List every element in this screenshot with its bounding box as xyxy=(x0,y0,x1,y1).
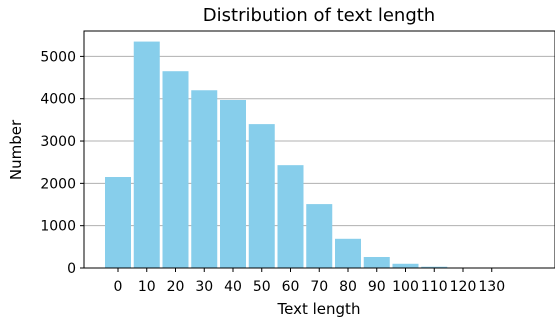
x-tick-label: 10 xyxy=(138,279,156,295)
y-tick-label: 3000 xyxy=(40,134,76,150)
bar-40 xyxy=(220,99,246,269)
x-tick-label: 50 xyxy=(253,279,271,295)
x-tick-label: 130 xyxy=(478,279,505,295)
bar-70 xyxy=(306,204,333,268)
bar-110 xyxy=(421,266,448,268)
y-tick-label: 4000 xyxy=(40,92,76,108)
x-tick-label: 30 xyxy=(195,279,213,295)
x-tick-label: 120 xyxy=(450,279,477,295)
x-tick-label: 60 xyxy=(282,279,300,295)
x-tick-label: 110 xyxy=(421,279,448,295)
chart-title: Distribution of text length xyxy=(203,5,435,26)
x-axis-ticks: 0 10 20 30 40 50 60 70 80 90 100 110 120 130 xyxy=(114,268,505,295)
x-tick-label: 80 xyxy=(339,279,357,295)
bar-60 xyxy=(277,165,304,268)
bar-80 xyxy=(335,238,361,268)
x-tick-label: 0 xyxy=(114,279,123,295)
x-tick-label: 20 xyxy=(167,279,185,295)
bar-100 xyxy=(392,263,419,268)
x-axis-title: Text length xyxy=(277,300,361,318)
y-tick-label: 1000 xyxy=(40,219,76,235)
bar-20 xyxy=(162,71,189,269)
bar-30 xyxy=(191,90,218,268)
bar-90 xyxy=(363,256,390,268)
x-tick-label: 100 xyxy=(392,279,419,295)
bar-50 xyxy=(248,124,275,268)
y-tick-label: 0 xyxy=(67,261,76,277)
y-tick-label: 5000 xyxy=(40,49,76,65)
bar-0 xyxy=(105,177,131,268)
bars xyxy=(105,41,505,269)
x-tick-label: 40 xyxy=(224,279,242,295)
x-tick-label: 70 xyxy=(310,279,328,295)
x-tick-label: 90 xyxy=(368,279,386,295)
y-axis-ticks: 0 1000 2000 3000 4000 5000 xyxy=(40,49,84,277)
y-axis-title: Number xyxy=(7,119,25,180)
bar-10 xyxy=(133,41,160,269)
y-tick-label: 2000 xyxy=(40,176,76,192)
